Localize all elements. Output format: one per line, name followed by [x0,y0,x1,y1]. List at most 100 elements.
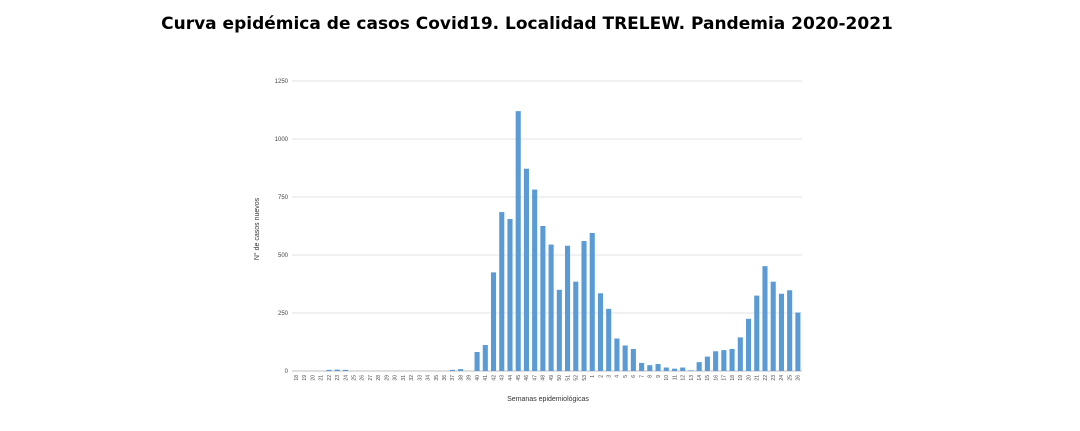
x-tick-label: 25 [787,375,793,381]
x-tick-label: 13 [689,375,695,381]
x-tick-label: 16 [713,375,719,381]
x-tick-label: 25 [351,375,357,381]
x-tick-label: 24 [343,375,349,381]
x-tick-label: 28 [376,375,382,381]
x-tick-label: 5 [623,375,629,378]
bar [556,289,562,371]
x-tick-label: 38 [458,375,464,381]
bar [671,368,678,371]
x-tick-label: 4 [615,375,621,378]
bar [721,350,727,371]
bar [795,312,801,371]
x-tick-label: 50 [557,375,563,381]
x-axis-label: Semanas epidemiológicas [507,396,589,403]
x-tick-label: 48 [541,375,547,381]
y-axis-label: N° de casos nuevos [253,197,261,260]
x-tick-label: 52 [574,375,580,381]
x-tick-label: 35 [434,375,440,381]
x-tick-label: 14 [697,375,703,381]
bar [589,232,595,371]
x-tick-label: 43 [500,375,506,381]
bar [770,281,776,371]
x-tick-label: 47 [532,375,538,381]
x-tick-label: 1 [590,375,596,378]
bar [499,212,505,371]
bar [713,351,719,371]
x-tick-label: 20 [746,375,752,381]
grid-lines [292,80,802,372]
x-tick-label: 23 [771,375,777,381]
bar [622,345,628,371]
bar [606,308,612,371]
x-tick-label: 39 [467,375,473,381]
x-tick-label: 22 [327,375,333,381]
bar [449,369,455,371]
bar [737,337,743,371]
x-tick-label: 11 [672,375,678,380]
bar [688,370,694,371]
x-tick-label: 41 [483,375,489,381]
x-tick-label: 22 [763,375,769,381]
y-axis-ticks: 0 250 500 750 1000 1250 [275,79,289,375]
bar [696,362,702,371]
bars [326,111,801,371]
bar [787,290,793,371]
bar [754,295,760,371]
bar [482,345,488,371]
bar [573,281,579,371]
x-tick-label: 42 [491,375,497,381]
x-tick-label: 49 [549,375,555,381]
bar [778,293,784,371]
bar [647,365,653,371]
x-tick-label: 40 [475,375,481,381]
x-tick-label: 8 [648,375,654,378]
x-tick-label: 33 [417,375,423,381]
bar [326,369,332,371]
bar [704,356,710,371]
bar [334,369,340,371]
bar [565,245,571,371]
bar [680,367,686,371]
x-tick-label: 20 [310,375,316,381]
bar [474,351,480,371]
bar [507,219,513,371]
y-tick-label: 1000 [275,137,289,143]
x-tick-label: 32 [409,375,415,381]
bar [614,338,620,371]
x-tick-label: 17 [722,375,728,381]
x-tick-label: 19 [302,375,308,381]
x-tick-label: 3 [606,375,612,378]
x-tick-label: 19 [738,375,744,381]
bar [548,244,554,371]
x-tick-label: 27 [368,375,374,381]
bar [515,111,521,371]
x-tick-label: 21 [755,375,761,381]
x-tick-label: 44 [508,375,514,381]
x-tick-label: 24 [779,375,785,381]
bar [655,364,661,371]
x-tick-label: 26 [796,375,802,381]
bar [540,226,546,371]
y-tick-label: 1250 [275,79,289,85]
x-tick-label: 18 [730,375,736,381]
x-tick-label: 7 [639,375,645,378]
x-tick-label: 45 [516,375,522,381]
bar [663,367,669,371]
bar [729,348,735,371]
bar [523,168,529,371]
x-tick-label: 21 [319,375,325,381]
y-tick-label: 0 [285,369,289,375]
bar [342,369,349,371]
x-tick-label: 23 [335,375,341,381]
x-tick-label: 37 [450,375,456,381]
y-tick-label: 250 [278,311,289,317]
x-axis-ticks: 18 19 20 21 22 23 24 25 26 27 28 29 30 31 32 33 34 35 36 37… [294,375,802,381]
x-tick-label: 29 [384,375,390,381]
bar [597,293,604,371]
bar [762,266,768,371]
bar [532,189,538,371]
y-tick-label: 750 [278,195,289,201]
bar [630,348,636,371]
bar [458,369,464,371]
